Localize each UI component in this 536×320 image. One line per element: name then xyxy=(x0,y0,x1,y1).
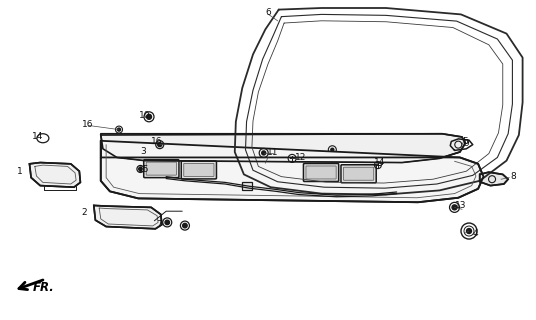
Circle shape xyxy=(466,228,472,234)
Circle shape xyxy=(117,128,121,131)
Text: 15: 15 xyxy=(138,165,150,174)
Text: 2: 2 xyxy=(81,208,87,217)
Text: 10: 10 xyxy=(139,111,151,120)
Polygon shape xyxy=(94,205,162,229)
Text: 4: 4 xyxy=(473,229,478,238)
FancyBboxPatch shape xyxy=(306,166,336,179)
Circle shape xyxy=(262,151,266,155)
Text: 14: 14 xyxy=(374,158,385,167)
Text: 16: 16 xyxy=(151,137,162,146)
Circle shape xyxy=(452,205,457,210)
FancyBboxPatch shape xyxy=(344,167,374,180)
FancyBboxPatch shape xyxy=(341,165,376,183)
Text: 14: 14 xyxy=(32,132,43,141)
Text: 6: 6 xyxy=(265,8,271,17)
Polygon shape xyxy=(101,134,465,163)
Text: 7: 7 xyxy=(157,220,162,229)
Text: 9: 9 xyxy=(464,139,470,148)
Circle shape xyxy=(158,143,162,147)
Text: 8: 8 xyxy=(510,172,516,181)
Text: 11: 11 xyxy=(267,148,278,157)
Text: 16: 16 xyxy=(81,120,93,129)
FancyBboxPatch shape xyxy=(144,160,179,178)
Circle shape xyxy=(139,167,142,171)
Text: 12: 12 xyxy=(295,153,306,162)
Text: FR.: FR. xyxy=(33,281,55,294)
Circle shape xyxy=(146,114,152,119)
Circle shape xyxy=(151,146,154,149)
FancyBboxPatch shape xyxy=(181,161,217,179)
Polygon shape xyxy=(480,172,508,186)
Text: 5: 5 xyxy=(462,137,468,146)
Text: 13: 13 xyxy=(455,201,466,210)
Circle shape xyxy=(331,148,334,151)
Polygon shape xyxy=(101,141,483,202)
Polygon shape xyxy=(29,163,80,187)
FancyBboxPatch shape xyxy=(242,181,251,189)
Text: 3: 3 xyxy=(140,148,146,156)
FancyBboxPatch shape xyxy=(146,162,176,175)
FancyBboxPatch shape xyxy=(184,164,214,176)
Circle shape xyxy=(165,220,169,225)
FancyBboxPatch shape xyxy=(303,164,339,181)
Text: 1: 1 xyxy=(17,167,23,176)
Circle shape xyxy=(183,223,187,228)
